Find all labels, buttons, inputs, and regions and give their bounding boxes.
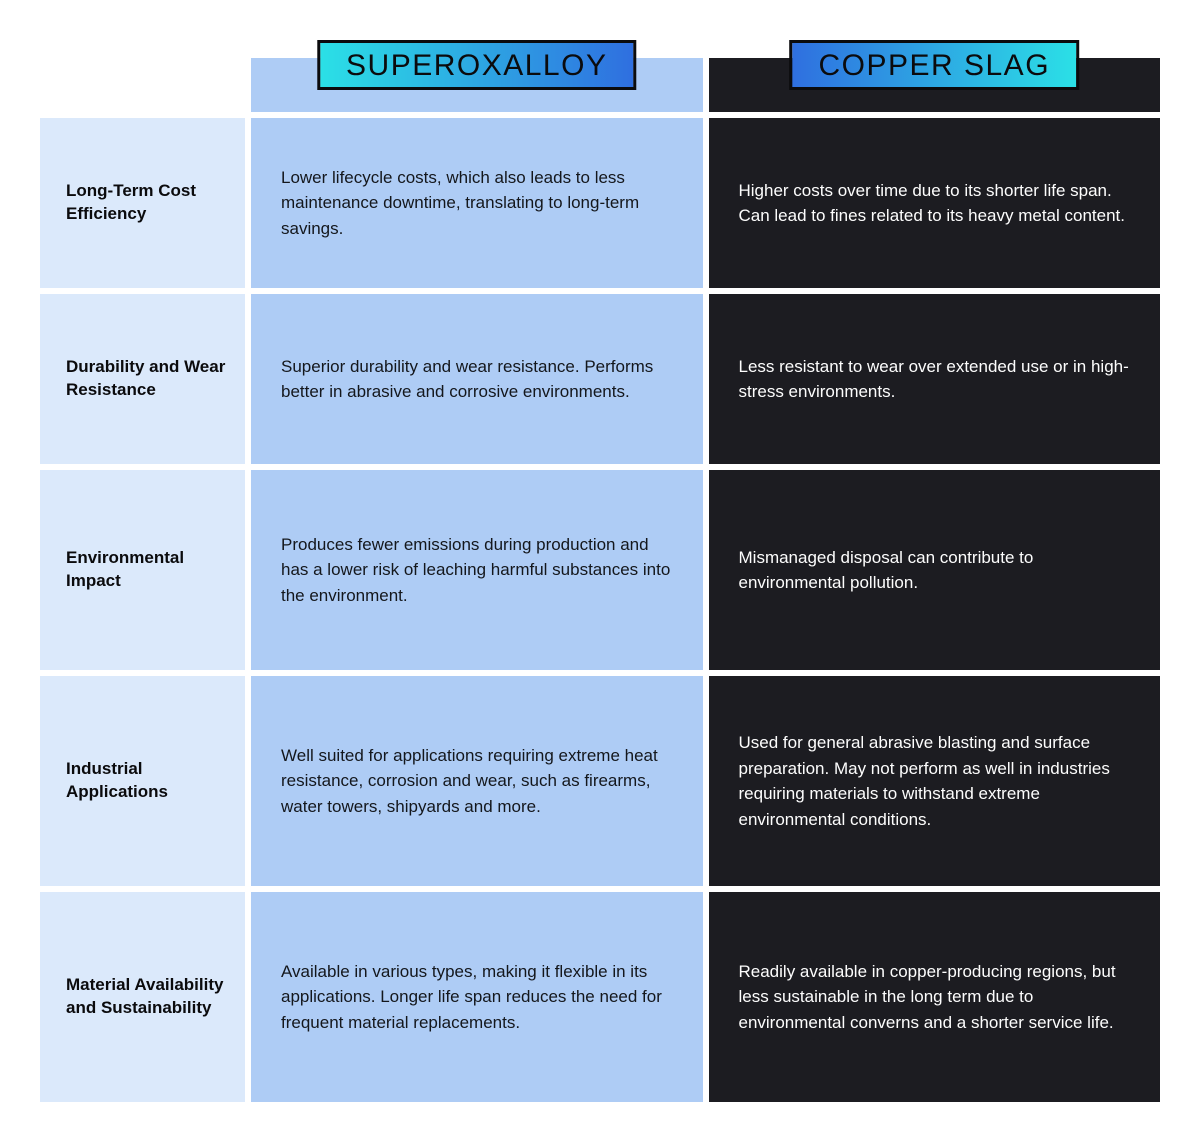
header-spacer xyxy=(40,40,245,112)
cell-copper-slag: Less resistant to wear over extended use… xyxy=(709,294,1161,464)
cell-copper-slag: Higher costs over time due to its shorte… xyxy=(709,118,1161,288)
row-label: Environmental Impact xyxy=(40,470,245,670)
column-header-a: Superoxalloy xyxy=(251,40,703,112)
cell-copper-slag: Used for general abrasive blasting and s… xyxy=(709,676,1161,886)
table-row: Industrial Applications Well suited for … xyxy=(40,676,1160,886)
table-header-row: Superoxalloy Copper Slag xyxy=(40,40,1160,112)
cell-superoxalloy: Lower lifecycle costs, which also leads … xyxy=(251,118,703,288)
row-label: Material Availability and Sustainability xyxy=(40,892,245,1102)
table-row: Environmental Impact Produces fewer emis… xyxy=(40,470,1160,670)
cell-copper-slag: Readily available in copper-producing re… xyxy=(709,892,1161,1102)
comparison-table: Superoxalloy Copper Slag Long-Term Cost … xyxy=(40,40,1160,1102)
row-label: Industrial Applications xyxy=(40,676,245,886)
header-badge-copper-slag: Copper Slag xyxy=(789,40,1079,90)
cell-superoxalloy: Superior durability and wear resistance.… xyxy=(251,294,703,464)
cell-copper-slag: Mismanaged disposal can contribute to en… xyxy=(709,470,1161,670)
cell-superoxalloy: Available in various types, making it fl… xyxy=(251,892,703,1102)
cell-superoxalloy: Well suited for applications requiring e… xyxy=(251,676,703,886)
column-header-b: Copper Slag xyxy=(709,40,1161,112)
cell-superoxalloy: Produces fewer emissions during producti… xyxy=(251,470,703,670)
row-label: Long-Term Cost Efficiency xyxy=(40,118,245,288)
table-row: Long-Term Cost Efficiency Lower lifecycl… xyxy=(40,118,1160,288)
table-row: Durability and Wear Resistance Superior … xyxy=(40,294,1160,464)
row-label: Durability and Wear Resistance xyxy=(40,294,245,464)
header-badge-superoxalloy: Superoxalloy xyxy=(317,40,636,90)
table-row: Material Availability and Sustainability… xyxy=(40,892,1160,1102)
